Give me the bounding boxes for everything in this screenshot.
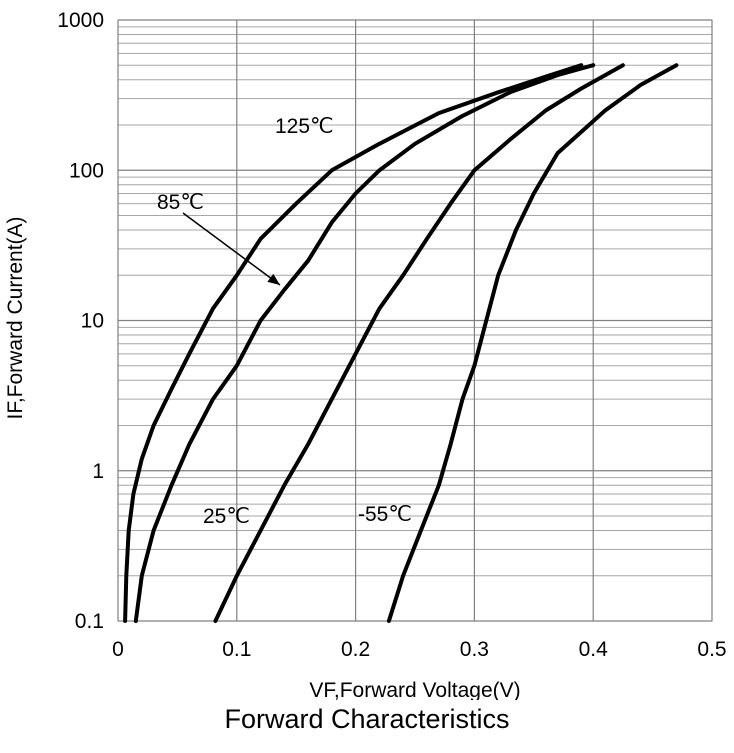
- forward-characteristics-chart: 0 0.1 0.2 0.3 0.4 0.5 0.1 1 10 100 1000 125℃ 85℃ 25…: [4, 9, 727, 700]
- series-label: 125℃: [275, 115, 334, 138]
- x-tick-label: 0.5: [697, 638, 726, 661]
- y-tick-label: 100: [69, 159, 104, 182]
- y-tick-label: 0.1: [75, 610, 104, 633]
- series-line: [133, 63, 596, 623]
- annotation-arrowhead: [267, 273, 280, 285]
- y-tick-label: 1: [92, 460, 104, 483]
- series-lines: [123, 63, 679, 623]
- series-label: 85℃: [157, 191, 204, 214]
- minor-gridlines: [118, 26, 712, 577]
- series-label: -55℃: [358, 503, 412, 526]
- plot-frame: [117, 19, 713, 622]
- annotation-arrow-line: [182, 212, 281, 286]
- x-tick-label: 0: [112, 638, 124, 661]
- x-tick-label: 0.2: [341, 638, 370, 661]
- chart-caption: Forward Characteristics: [224, 704, 510, 734]
- y-axis-title: IF,Forward Current(A): [4, 216, 27, 419]
- y-tick-labels: 0.1 1 10 100 1000: [57, 9, 104, 633]
- series-line: [123, 63, 584, 623]
- x-tick-labels: 0 0.1 0.2 0.3 0.4 0.5: [112, 638, 726, 661]
- y-tick-label: 10: [81, 310, 104, 333]
- y-tick-label: 1000: [57, 9, 104, 32]
- series-annotations: 125℃ 85℃ 25℃ -55℃: [157, 115, 412, 528]
- series-line: [386, 63, 679, 623]
- series-label: 25℃: [203, 505, 250, 528]
- x-tick-label: 0.3: [460, 638, 489, 661]
- x-tick-label: 0.4: [579, 638, 609, 661]
- x-tick-label: 0.1: [222, 638, 251, 661]
- series-line: [213, 63, 625, 623]
- x-axis-title: VF,Forward Voltage(V): [309, 679, 520, 700]
